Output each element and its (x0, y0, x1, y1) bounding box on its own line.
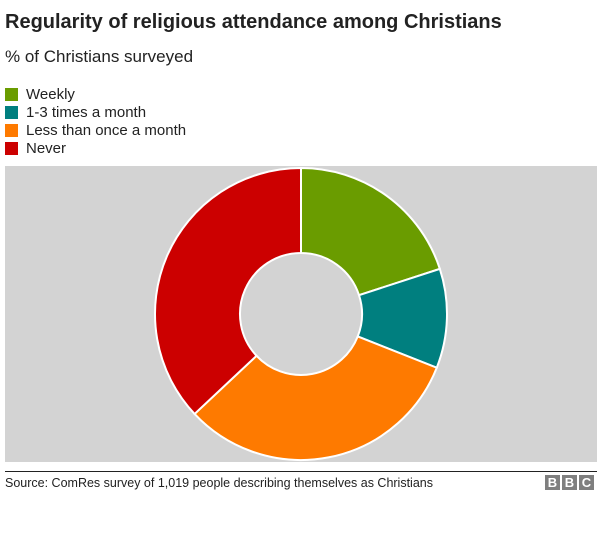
legend-swatch-less-than-monthly (5, 123, 18, 137)
chart-subtitle: % of Christians surveyed (5, 47, 194, 66)
donut-chart (154, 166, 448, 461)
legend-item-never: Never (5, 139, 186, 157)
bbc-logo: B B C (545, 475, 594, 490)
chart-panel (5, 166, 597, 462)
legend-item-weekly: Weekly (5, 85, 186, 103)
legend-item-less-than-monthly: Less than once a month (5, 121, 186, 139)
bbc-logo-letter: B (545, 475, 560, 490)
legend-swatch-never (5, 141, 18, 155)
donut-slice-never (154, 166, 302, 416)
donut-slice-less-than-once-a-month (193, 335, 439, 461)
bbc-logo-letter: B (562, 475, 577, 490)
legend-label-less-than-monthly: Less than once a month (26, 121, 187, 139)
chart-title: Regularity of religious attendance among… (5, 11, 502, 33)
legend-label-weekly: Weekly (26, 85, 75, 103)
donut-slice-weekly (300, 166, 442, 297)
legend-label-never: Never (26, 139, 67, 157)
legend-swatch-monthly (5, 105, 18, 119)
legend-swatch-weekly (5, 87, 18, 101)
legend-label-monthly: 1-3 times a month (26, 103, 147, 121)
source-note: Source: ComRes survey of 1,019 people de… (5, 476, 433, 490)
bbc-logo-letter: C (579, 475, 594, 490)
footer-divider (5, 471, 597, 472)
legend: Weekly 1-3 times a month Less than once … (5, 85, 186, 157)
legend-item-monthly: 1-3 times a month (5, 103, 186, 121)
